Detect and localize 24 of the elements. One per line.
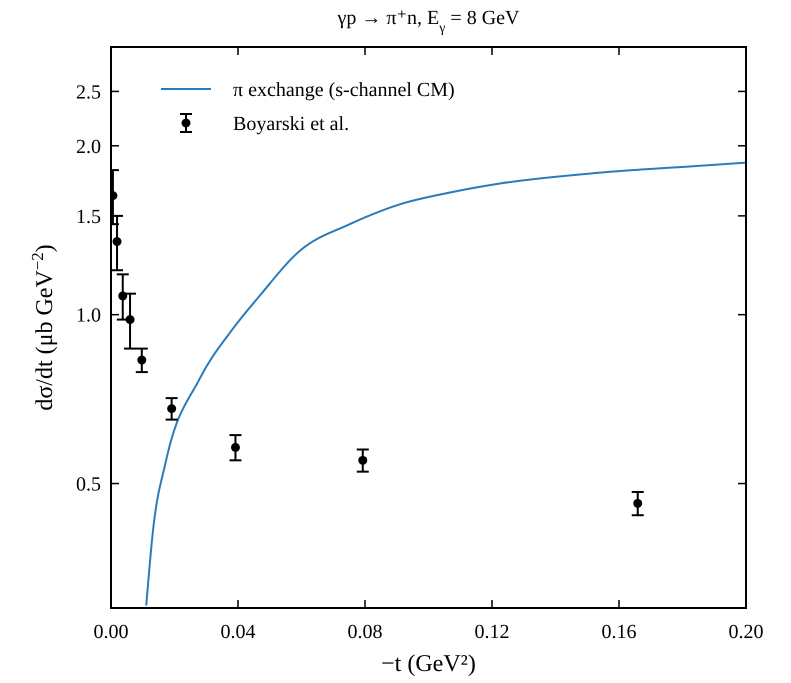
y-tick-label: 0.5 [76,474,101,496]
point [137,356,146,365]
point [126,315,135,324]
x-tick-label: 0.08 [348,621,382,643]
legend-label: Boyarski et al. [233,113,350,135]
y-tick-label: 1.0 [76,304,101,327]
x-tick-label: 0.12 [474,621,510,643]
chart-title: γp → π⁺n, E$_{γ}$ = 8 GeV [336,7,520,36]
point [118,291,128,300]
point [112,237,122,246]
y-tick-label: 1.5 [76,206,101,228]
line-series [145,162,746,607]
point [230,442,240,452]
legend-label: π exchange (s-channel CM) [233,79,455,101]
point [633,498,642,508]
point [358,456,368,465]
y-tick-label: 2.0 [76,136,101,158]
x-tick-label: 0.04 [220,621,256,643]
y-tick-label: 2.5 [76,81,101,104]
x-tick-label: 0.00 [94,621,128,643]
x-tick-label: 0.16 [602,621,636,643]
point [167,404,176,414]
x-axis-title: −t (GeV²) [381,651,476,677]
x-tick-label: 0.20 [728,621,764,643]
